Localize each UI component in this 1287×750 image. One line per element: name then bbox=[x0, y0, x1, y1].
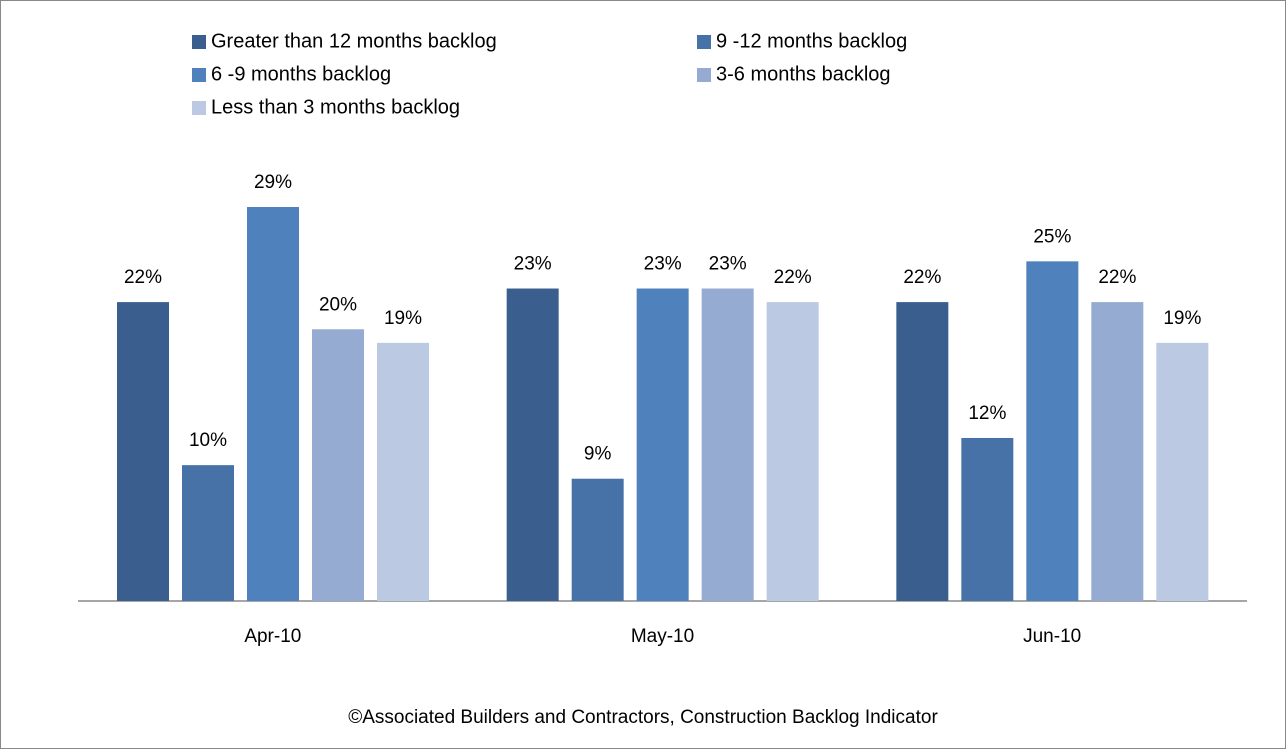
x-tick-label: Jun-10 bbox=[1023, 626, 1081, 647]
bar bbox=[117, 302, 169, 601]
data-label: 9% bbox=[584, 444, 612, 465]
legend-swatch bbox=[697, 35, 711, 49]
bar bbox=[961, 437, 1014, 601]
legend-swatch bbox=[192, 35, 206, 49]
bar bbox=[701, 288, 754, 601]
legend-label: 6 -9 months backlog bbox=[211, 63, 391, 85]
data-label: 23% bbox=[644, 254, 682, 275]
data-label: 20% bbox=[319, 294, 357, 315]
data-label: 23% bbox=[514, 254, 552, 275]
data-label: 10% bbox=[189, 430, 227, 451]
bar bbox=[377, 342, 429, 601]
legend-swatch bbox=[192, 101, 206, 115]
bar bbox=[1156, 342, 1209, 601]
bar bbox=[896, 302, 949, 601]
data-label: 22% bbox=[903, 267, 941, 288]
legend-label: 3-6 months backlog bbox=[716, 63, 891, 85]
data-label: 29% bbox=[254, 172, 292, 193]
bar bbox=[1026, 261, 1079, 601]
legend-label: 9 -12 months backlog bbox=[716, 30, 907, 52]
data-label: 25% bbox=[1033, 226, 1071, 247]
bar bbox=[247, 207, 299, 601]
data-label: 12% bbox=[968, 403, 1006, 424]
bar bbox=[312, 329, 364, 601]
bar bbox=[636, 288, 689, 601]
x-tick-label: Apr-10 bbox=[244, 626, 301, 647]
bar bbox=[766, 302, 819, 601]
data-label: 22% bbox=[1098, 267, 1136, 288]
x-tick-label: May-10 bbox=[631, 626, 694, 647]
bar bbox=[1091, 302, 1144, 601]
legend-label: Less than 3 months backlog bbox=[211, 96, 460, 118]
data-label: 23% bbox=[709, 254, 747, 275]
data-label: 22% bbox=[774, 267, 812, 288]
legend-swatch bbox=[697, 68, 711, 82]
legend-label: Greater than 12 months backlog bbox=[211, 30, 497, 52]
bar bbox=[506, 288, 559, 601]
data-label: 19% bbox=[1163, 308, 1201, 329]
data-label: 19% bbox=[384, 308, 422, 329]
data-label: 22% bbox=[124, 267, 162, 288]
legend-swatch bbox=[192, 68, 206, 82]
bar bbox=[182, 465, 234, 601]
source-note: ©Associated Builders and Contractors, Co… bbox=[348, 707, 938, 728]
bar bbox=[571, 478, 624, 601]
